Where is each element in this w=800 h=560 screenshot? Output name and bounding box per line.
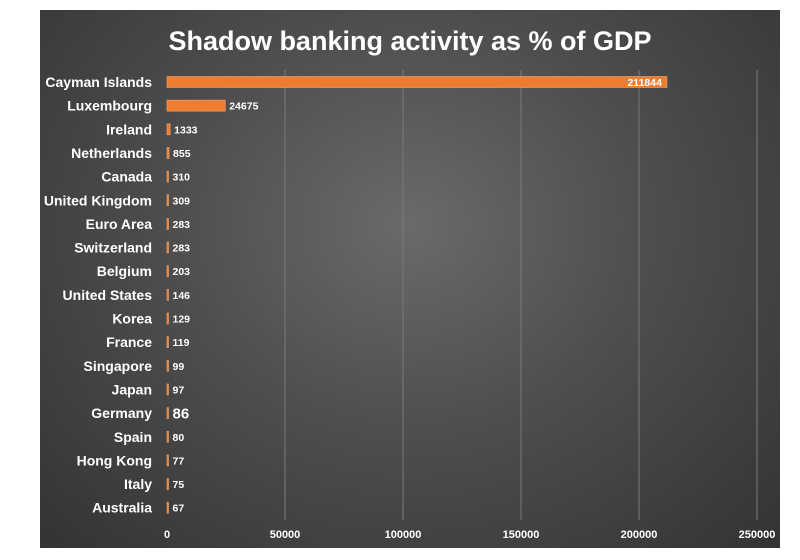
value-label: 80 — [173, 432, 185, 444]
value-label: 283 — [173, 219, 191, 231]
category-label: Singapore — [84, 358, 153, 374]
category-label: Belgium — [97, 263, 152, 279]
x-tick-label: 150000 — [503, 529, 540, 541]
value-label: 211844 — [627, 77, 662, 89]
bar — [166, 430, 169, 443]
category-label: United Kingdom — [44, 192, 152, 208]
category-label: Ireland — [106, 121, 152, 137]
category-label: Euro Area — [86, 216, 153, 232]
value-label-highlight: 86 — [173, 406, 190, 423]
bar — [166, 359, 169, 372]
value-labels: 211844 24675 1333 855 310 309 283 283 203 146 129 1… — [173, 77, 663, 515]
category-label: Canada — [101, 169, 152, 185]
bar — [166, 454, 169, 467]
x-tick-label: 50000 — [270, 529, 301, 541]
x-tick-label: 100000 — [385, 529, 422, 541]
gridlines — [284, 70, 758, 520]
bar — [166, 170, 169, 183]
value-label: 67 — [173, 503, 185, 515]
bar — [166, 218, 169, 230]
bar — [166, 336, 169, 348]
bar — [166, 194, 169, 207]
value-label: 855 — [173, 148, 191, 160]
category-label: Japan — [112, 381, 152, 397]
value-label: 283 — [173, 243, 191, 255]
value-label: 75 — [173, 479, 185, 491]
bar — [166, 99, 226, 112]
category-label: Italy — [124, 476, 152, 492]
chart-title: Shadow banking activity as % of GDP — [168, 26, 651, 56]
value-label: 119 — [173, 337, 190, 349]
category-label: United States — [63, 287, 153, 303]
bar — [166, 407, 169, 419]
value-label: 129 — [173, 314, 191, 326]
category-label: Spain — [114, 429, 152, 445]
bar — [166, 289, 169, 301]
category-label: Korea — [112, 311, 152, 327]
value-label: 203 — [173, 266, 191, 278]
x-tick-label: 200000 — [621, 529, 658, 541]
category-label: Netherlands — [71, 145, 152, 161]
x-tick-label: 250000 — [739, 529, 776, 541]
category-label: Germany — [91, 405, 152, 421]
bar — [166, 123, 171, 136]
category-label: Luxembourg — [67, 98, 152, 114]
category-label: Cayman Islands — [45, 74, 152, 90]
x-tick-label: 0 — [164, 529, 170, 541]
bar — [166, 241, 169, 254]
bar — [166, 147, 170, 159]
category-label: France — [106, 334, 152, 350]
bar — [166, 312, 169, 325]
bars — [166, 76, 668, 514]
bar-chart: Cayman Islands Luxembourg Ireland Netherlan… — [44, 26, 775, 541]
value-label: 99 — [173, 361, 185, 373]
value-label: 146 — [173, 290, 191, 302]
category-labels: Cayman Islands Luxembourg Ireland Netherlan… — [44, 74, 152, 516]
value-label: 77 — [173, 455, 185, 467]
chart-frame: Cayman Islands Luxembourg Ireland Netherlan… — [40, 10, 780, 548]
category-label: Switzerland — [74, 240, 152, 256]
value-label: 309 — [173, 195, 191, 207]
category-label: Australia — [92, 500, 152, 516]
value-label: 310 — [173, 172, 191, 184]
bar — [166, 265, 169, 277]
bar — [166, 478, 169, 490]
category-label: Hong Kong — [77, 452, 152, 468]
value-label: 1333 — [174, 124, 198, 136]
x-axis-tick-labels: 0 50000 100000 150000 200000 250000 — [164, 529, 775, 541]
bar — [166, 76, 668, 88]
bar — [166, 383, 169, 396]
bar — [166, 501, 169, 514]
value-label: 97 — [173, 384, 185, 396]
value-label: 24675 — [229, 101, 258, 113]
